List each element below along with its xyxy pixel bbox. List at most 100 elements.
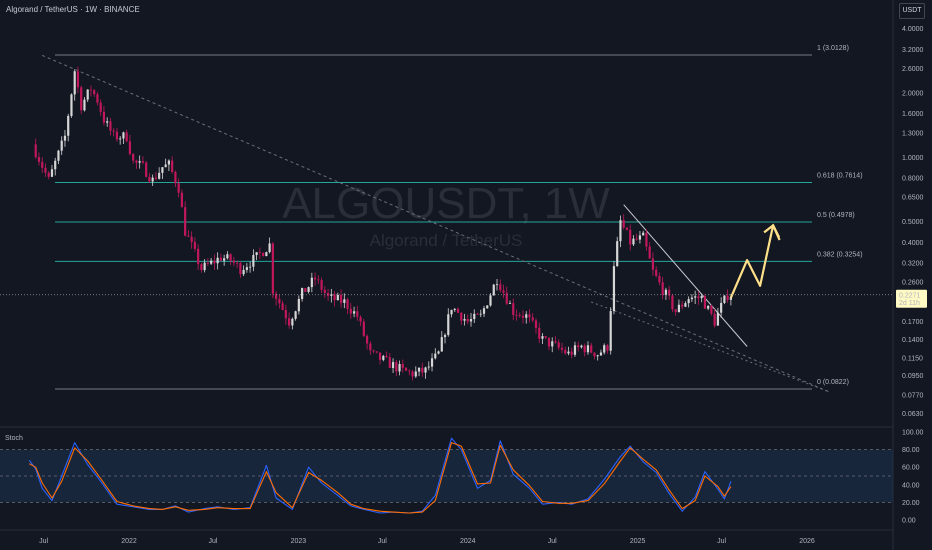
candle-body <box>677 304 681 313</box>
candle-body <box>37 157 41 162</box>
candle-body <box>450 309 453 315</box>
candle-body <box>41 161 44 168</box>
candle-body <box>681 304 684 307</box>
fib-level-label: 0.618 (0.7614) <box>817 173 863 180</box>
candle-body <box>694 296 697 298</box>
stoch-title: Stoch <box>5 435 23 442</box>
candle-body <box>219 257 222 261</box>
candle-body <box>622 220 625 228</box>
trend-line <box>623 204 748 347</box>
candle-body <box>249 266 252 268</box>
time-tick-label: Jul <box>39 538 48 545</box>
candle-body <box>411 371 414 377</box>
candle-body <box>687 299 690 304</box>
candle-body <box>34 144 37 158</box>
candle-body <box>531 317 534 321</box>
candle-body <box>362 321 365 336</box>
price-tick-label: 0.0950 <box>902 373 924 380</box>
candle-body <box>352 311 356 314</box>
stoch-tick-label: 60.00 <box>902 465 920 472</box>
candle-body <box>648 246 651 259</box>
time-tick-label: 2025 <box>630 538 646 545</box>
candle-body <box>443 334 447 338</box>
candle-body <box>726 295 729 300</box>
candle-body <box>489 295 492 306</box>
price-tick-label: 0.1700 <box>902 319 924 326</box>
candle-body <box>473 313 476 320</box>
candle-body <box>645 232 648 247</box>
candle-body <box>554 341 557 343</box>
candle-body <box>359 316 362 322</box>
candle-body <box>271 243 274 294</box>
price-tick-label: 0.6500 <box>902 195 924 202</box>
current-price-badge <box>896 289 927 308</box>
candle-body <box>343 299 346 303</box>
candle-body <box>313 277 317 280</box>
price-tick-label: 1.6000 <box>902 111 924 118</box>
candle-body <box>586 345 590 353</box>
candle-body <box>674 309 677 313</box>
candle-body <box>729 297 732 300</box>
candle-body <box>339 295 343 303</box>
candle-body <box>109 121 112 131</box>
candle-body <box>242 269 245 275</box>
candle-body <box>378 352 382 360</box>
candle-body <box>430 358 434 367</box>
candle-body <box>135 160 138 163</box>
candle-body <box>424 367 427 373</box>
candle-body <box>93 90 96 95</box>
candle-body <box>658 275 661 283</box>
fib-level-label: 0.382 (0.3254) <box>817 251 863 258</box>
candle-body <box>557 342 560 348</box>
candle-body <box>437 351 440 354</box>
candle-body <box>388 357 391 369</box>
candle-body <box>145 162 148 177</box>
time-tick-label: 2024 <box>460 538 476 545</box>
candle-body <box>577 345 580 348</box>
candle-body <box>570 351 573 355</box>
stoch-line-k <box>28 437 732 514</box>
candle-body <box>307 287 310 292</box>
candle-body <box>502 290 505 293</box>
candle-body <box>281 303 284 310</box>
time-tick-label: 2026 <box>799 538 815 545</box>
candle-body <box>460 312 463 321</box>
candle-body <box>333 294 336 301</box>
current-price-countdown: 2d 11h <box>899 300 920 307</box>
candle-body <box>174 171 177 184</box>
candle-body <box>625 227 629 230</box>
price-tick-label: 0.8000 <box>902 175 924 182</box>
candle-body <box>336 295 339 301</box>
candle-body <box>466 318 469 322</box>
candle-body <box>187 235 190 237</box>
candle-body <box>469 319 473 322</box>
price-tick-label: 0.5000 <box>902 219 924 226</box>
candle-body <box>365 335 369 344</box>
price-tick-label: 0.1400 <box>902 337 924 344</box>
candle-body <box>668 289 671 296</box>
candle-body <box>414 371 417 377</box>
candle-body <box>642 232 645 236</box>
candle-body <box>60 140 63 151</box>
candle-body <box>63 135 67 141</box>
candle-body <box>564 349 567 354</box>
time-tick-label: Jul <box>209 538 218 545</box>
candle-body <box>369 343 372 351</box>
candle-body <box>223 258 226 261</box>
currency-button[interactable]: USDT <box>899 3 925 19</box>
candle-body <box>330 294 333 296</box>
candle-body <box>603 345 606 353</box>
candle-body <box>664 289 668 295</box>
candle-body <box>132 154 135 161</box>
candle-body <box>684 303 687 307</box>
candle-body <box>203 262 206 271</box>
candle-body <box>70 94 73 116</box>
candle-body <box>161 167 164 173</box>
candle-body <box>86 89 89 100</box>
candle-body <box>632 238 635 245</box>
price-tick-label: 4.0000 <box>902 26 924 33</box>
candle-body <box>534 320 538 328</box>
fib-level-label: 0.5 (0.4978) <box>817 212 855 219</box>
candle-body <box>476 313 479 315</box>
